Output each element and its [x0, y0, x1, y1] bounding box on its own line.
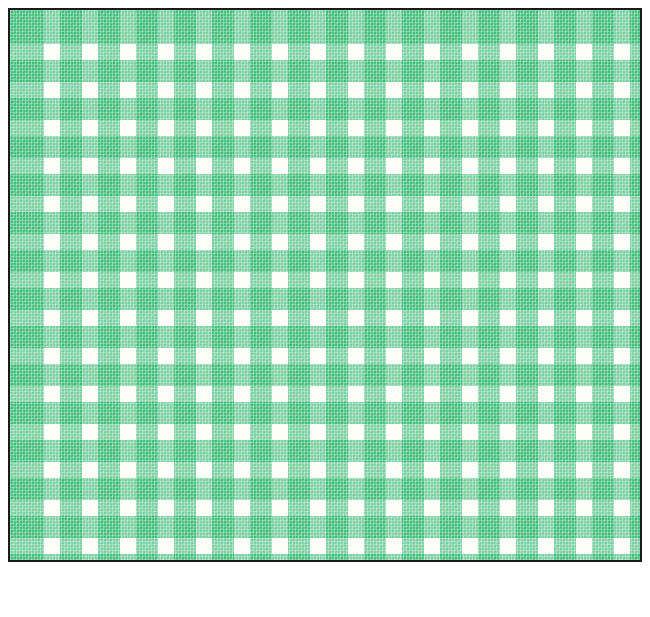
caption-row: H-120-3 1	[0, 562, 650, 617]
fabric-pattern-panel	[8, 8, 642, 562]
gingham-check-pattern	[10, 10, 640, 560]
